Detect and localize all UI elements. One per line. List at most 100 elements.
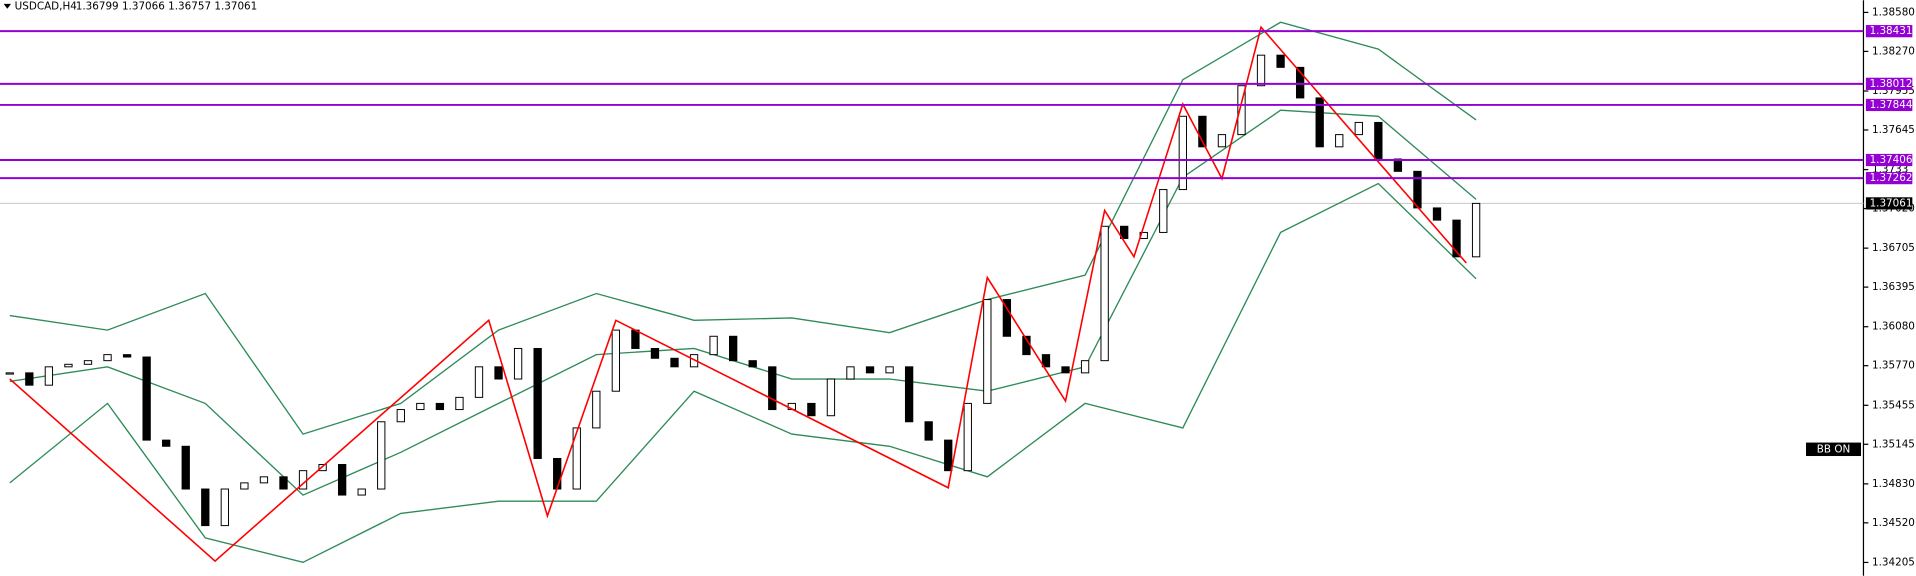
candle — [533, 347, 542, 459]
candle — [924, 421, 933, 441]
candle — [1393, 158, 1403, 172]
candle — [1374, 121, 1383, 160]
candle — [357, 488, 366, 496]
candle — [474, 366, 484, 398]
candle — [709, 335, 718, 356]
level-label-bg — [1865, 25, 1913, 38]
candle — [83, 360, 93, 365]
candle — [1452, 219, 1461, 258]
candle — [122, 354, 132, 358]
candle — [768, 366, 777, 411]
candle — [826, 378, 836, 417]
level-label-bg — [1865, 98, 1913, 112]
y-tick-label: 1.35145 — [1872, 438, 1915, 450]
y-tick-label: 1.34520 — [1872, 517, 1915, 529]
candle — [904, 366, 914, 423]
candle — [944, 439, 953, 472]
candle — [162, 439, 171, 447]
candle — [670, 357, 679, 368]
candle — [5, 372, 14, 375]
candle — [318, 464, 327, 472]
level-label: 1.37262 — [1870, 172, 1913, 184]
indicator-label-bg — [1806, 442, 1862, 457]
candle — [983, 299, 992, 404]
candle — [1002, 299, 1012, 337]
bollinger-lower — [9, 182, 1477, 564]
candle — [1120, 225, 1129, 239]
candle — [1178, 115, 1187, 191]
candle — [1256, 54, 1266, 87]
level-label: 1.37844 — [1870, 99, 1913, 111]
level-label-bg — [1865, 153, 1913, 167]
last-price-label-bg — [1865, 197, 1913, 210]
candle — [846, 366, 855, 380]
candle — [1276, 54, 1285, 68]
candle — [729, 335, 738, 362]
candle — [1061, 366, 1070, 374]
candle — [64, 363, 73, 368]
y-tick-label: 1.36395 — [1872, 281, 1915, 293]
candle — [1471, 202, 1481, 258]
y-tick-label: 1.36705 — [1872, 242, 1915, 254]
candle — [25, 372, 34, 386]
candle — [631, 329, 640, 349]
bollinger-upper — [9, 21, 1477, 435]
y-tick-label: 1.38580 — [1872, 6, 1915, 18]
y-tick-label: 1.35455 — [1872, 399, 1915, 411]
candle — [142, 356, 151, 441]
level-label: 1.38431 — [1870, 25, 1913, 37]
candle — [553, 457, 562, 490]
candle — [279, 476, 288, 490]
y-tick-label: 1.38270 — [1872, 45, 1915, 57]
candle — [1335, 134, 1344, 148]
candle — [1080, 360, 1090, 374]
candle — [435, 402, 445, 411]
candle — [337, 464, 347, 496]
candle — [592, 390, 601, 429]
candle — [885, 366, 894, 374]
candle — [748, 360, 757, 368]
candle — [1413, 170, 1422, 209]
candle — [240, 482, 249, 490]
level-label: 1.37406 — [1870, 154, 1913, 166]
zigzag — [9, 25, 1467, 563]
candle — [1295, 66, 1305, 99]
ohlc-prices: 1.36799 1.37066 1.36757 1.37061 — [76, 0, 258, 12]
candle — [650, 347, 660, 359]
candle — [259, 476, 269, 484]
symbol: USDCAD,H4 — [15, 0, 78, 12]
candle — [1159, 189, 1168, 233]
candle — [513, 347, 523, 380]
candle — [181, 445, 190, 490]
candle — [1237, 85, 1246, 136]
indicator-label: BB ON — [1817, 443, 1850, 455]
candle — [807, 402, 816, 417]
level-label: 1.38012 — [1870, 78, 1913, 90]
y-tick-label: 1.35770 — [1872, 360, 1915, 372]
candle — [396, 409, 405, 423]
candle — [865, 366, 875, 374]
y-tick-label: 1.36080 — [1872, 321, 1915, 333]
candle — [1315, 97, 1324, 148]
symbol-menu-arrow[interactable] — [3, 3, 11, 9]
last-price-label: 1.37061 — [1870, 197, 1913, 209]
level-label-bg — [1865, 77, 1913, 90]
candle — [1041, 354, 1051, 368]
candle — [220, 488, 229, 527]
candle — [494, 366, 503, 380]
y-tick-label: 1.37645 — [1872, 124, 1915, 136]
candle — [1100, 225, 1109, 362]
candle — [44, 366, 54, 386]
y-tick-label: 1.34205 — [1872, 556, 1915, 568]
candle — [103, 354, 112, 362]
y-tick-label: 1.34830 — [1872, 478, 1915, 490]
level-label-bg — [1865, 172, 1913, 185]
candle — [1198, 115, 1207, 148]
candle — [377, 421, 386, 490]
candle — [1354, 121, 1363, 136]
candle — [455, 396, 464, 411]
candle — [416, 402, 425, 411]
candle — [1217, 134, 1227, 148]
